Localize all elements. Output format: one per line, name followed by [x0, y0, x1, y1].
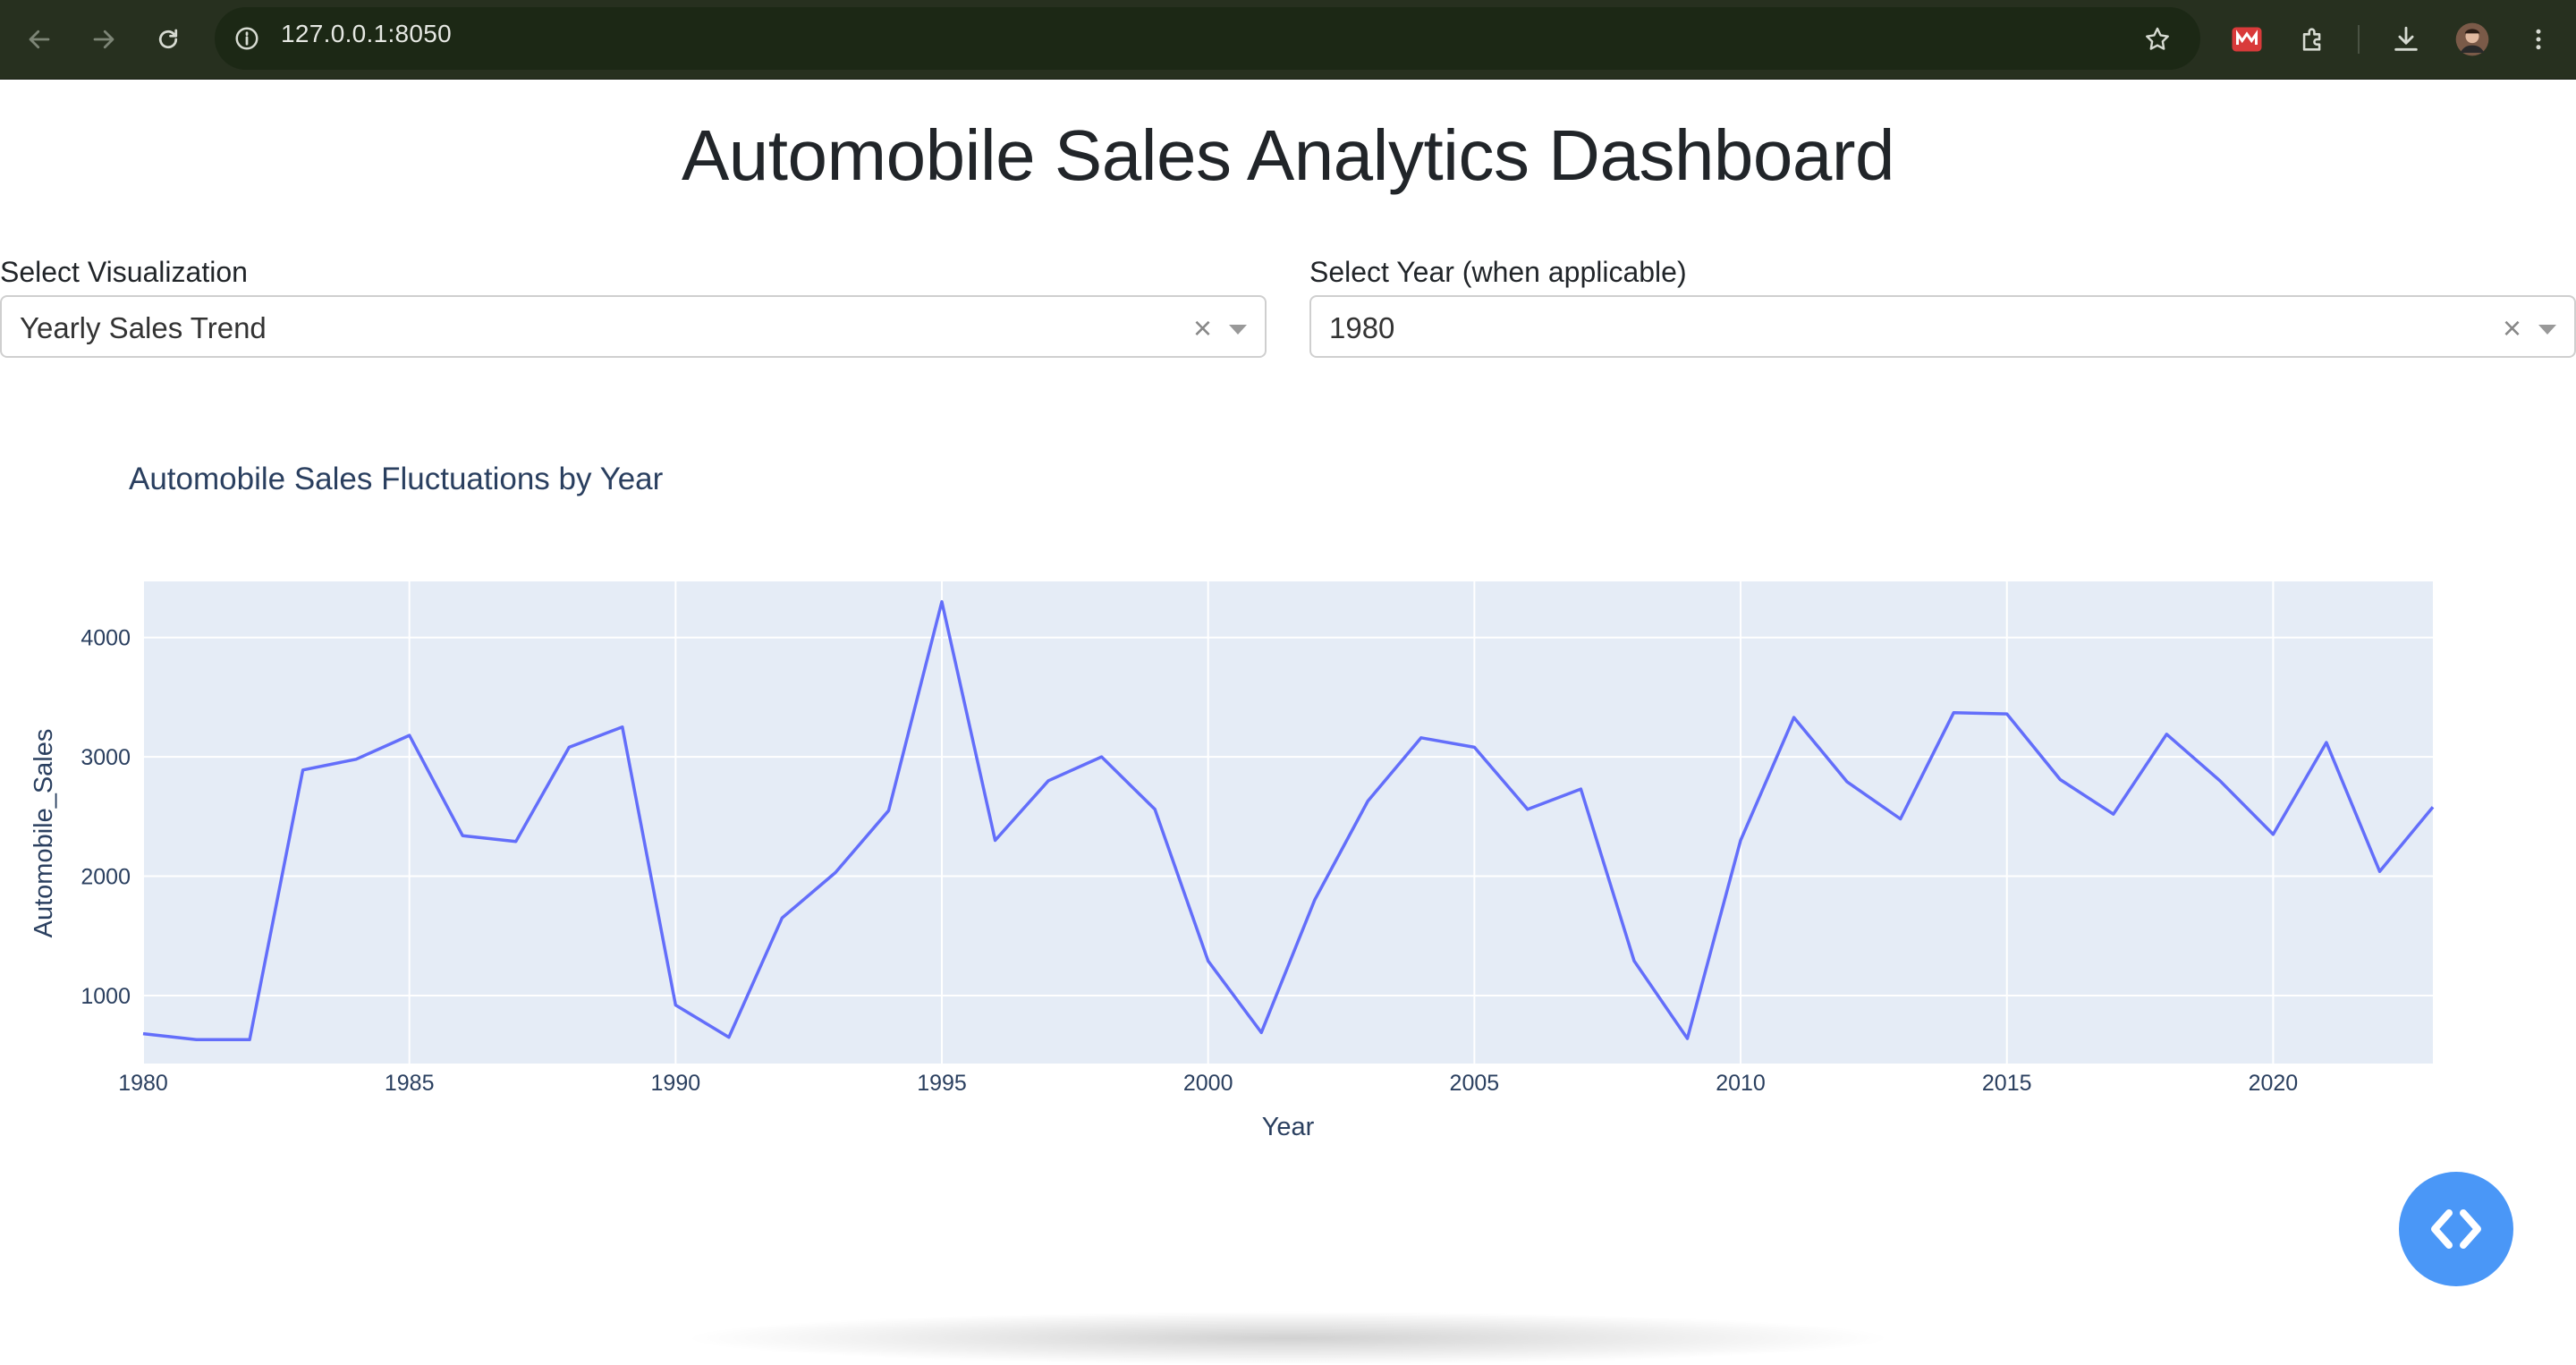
- x-tick-label: 2015: [1982, 1071, 2032, 1096]
- x-tick-label: 2005: [1450, 1071, 1500, 1096]
- year-chevron-down-icon[interactable]: [2538, 325, 2556, 335]
- x-tick-label: 1995: [917, 1071, 967, 1096]
- code-brackets-icon: [2420, 1193, 2492, 1265]
- y-tick-label: 3000: [80, 745, 131, 770]
- download-icon[interactable]: [2386, 20, 2426, 59]
- forward-icon[interactable]: [84, 20, 123, 59]
- bookmark-star-icon[interactable]: [2138, 20, 2177, 59]
- year-clear-icon[interactable]: ×: [2503, 309, 2521, 347]
- x-tick-label: 1990: [651, 1071, 701, 1096]
- plot-background: [143, 581, 2433, 1064]
- page-bottom-shadow: [680, 1311, 1896, 1365]
- year-label: Select Year (when applicable): [1309, 256, 1687, 289]
- visualization-chevron-down-icon[interactable]: [1229, 325, 1247, 335]
- y-tick-label: 1000: [80, 984, 131, 1009]
- y-tick-label: 2000: [80, 865, 131, 890]
- avatar[interactable]: [2453, 20, 2492, 59]
- extension-m-icon[interactable]: [2227, 20, 2267, 59]
- extensions-puzzle-icon[interactable]: [2293, 20, 2333, 59]
- page-title: Automobile Sales Analytics Dashboard: [0, 114, 2576, 197]
- browser-toolbar: 127.0.0.1:8050: [0, 0, 2576, 80]
- address-bar[interactable]: [215, 7, 2200, 70]
- x-axis-title: Year: [1262, 1113, 1315, 1141]
- year-dropdown[interactable]: 1980 ×: [1309, 295, 2576, 358]
- visualization-selected-value: Yearly Sales Trend: [20, 311, 267, 345]
- site-info-icon[interactable]: [227, 19, 267, 58]
- x-tick-label: 2010: [1716, 1071, 1766, 1096]
- sales-line-chart[interactable]: 1980 1985 1990 1995 2000 2005 2010 2015 2020 1000…: [0, 537, 2576, 1163]
- dash-debug-button[interactable]: [2399, 1172, 2513, 1286]
- visualization-label: Select Visualization: [0, 256, 248, 289]
- back-icon[interactable]: [20, 20, 59, 59]
- reload-icon[interactable]: [148, 20, 188, 59]
- x-tick-label: 2000: [1183, 1071, 1233, 1096]
- visualization-clear-icon[interactable]: ×: [1193, 309, 1212, 347]
- x-tick-label: 1980: [118, 1071, 168, 1096]
- toolbar-divider: [2358, 25, 2360, 54]
- chart-title: Automobile Sales Fluctuations by Year: [129, 462, 663, 497]
- x-tick-label: 2020: [2249, 1071, 2299, 1096]
- menu-kebab-icon[interactable]: [2519, 20, 2558, 59]
- url-text[interactable]: 127.0.0.1:8050: [281, 20, 452, 48]
- year-selected-value: 1980: [1329, 311, 1394, 345]
- y-axis-title: Automobile_Sales: [30, 729, 58, 938]
- x-tick-label: 1985: [385, 1071, 435, 1096]
- visualization-dropdown[interactable]: Yearly Sales Trend ×: [0, 295, 1267, 358]
- y-tick-label: 4000: [80, 626, 131, 651]
